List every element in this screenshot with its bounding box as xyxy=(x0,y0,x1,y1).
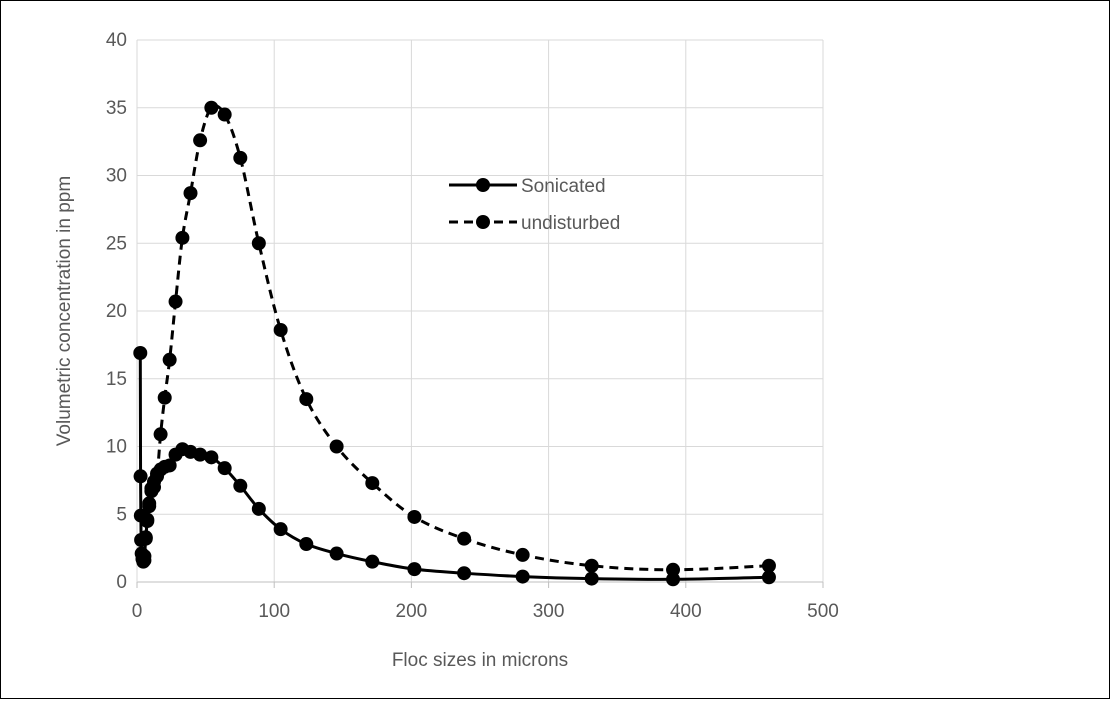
y-tick-label: 15 xyxy=(106,369,127,390)
data-point-sonicated xyxy=(299,537,314,552)
series-line-sonicated xyxy=(138,352,769,581)
data-point-sonicated xyxy=(251,501,266,516)
data-point-undisturbed xyxy=(233,150,248,165)
data-point-undisturbed xyxy=(138,530,153,545)
y-tick-label: 25 xyxy=(106,233,127,254)
data-point-sonicated xyxy=(193,447,208,462)
data-point-undisturbed xyxy=(584,558,599,573)
data-point-sonicated xyxy=(515,569,530,584)
data-point-undisturbed xyxy=(183,186,198,201)
data-point-sonicated xyxy=(273,522,288,537)
y-tick-label: 35 xyxy=(106,98,127,119)
data-point-undisturbed xyxy=(137,553,152,568)
x-tick-label: 200 xyxy=(396,601,428,622)
data-point-undisturbed xyxy=(157,390,172,405)
data-point-sonicated xyxy=(204,450,219,465)
data-point-sonicated xyxy=(457,566,472,581)
data-point-sonicated xyxy=(584,571,599,586)
data-point-undisturbed xyxy=(204,100,219,115)
legend-marker-undisturbed xyxy=(476,215,490,229)
data-point-undisturbed xyxy=(150,469,165,484)
data-point-sonicated xyxy=(162,458,177,473)
data-point-undisturbed xyxy=(142,496,157,511)
y-axis-title: Volumetric concentration in ppm xyxy=(54,176,75,446)
legend: Sonicated undisturbed xyxy=(449,176,620,234)
data-point-undisturbed xyxy=(515,547,530,562)
y-tick-label: 5 xyxy=(116,504,127,525)
data-point-sonicated xyxy=(407,562,422,577)
data-point-undisturbed xyxy=(147,480,162,495)
data-point-sonicated xyxy=(217,461,232,476)
data-point-undisturbed xyxy=(168,294,183,309)
data-point-undisturbed xyxy=(175,230,190,245)
data-point-undisturbed xyxy=(457,531,472,546)
data-point-undisturbed xyxy=(329,439,344,454)
data-point-undisturbed xyxy=(162,352,177,367)
data-point-sonicated xyxy=(761,570,776,585)
data-point-undisturbed xyxy=(217,107,232,122)
data-point-undisturbed xyxy=(365,476,380,491)
legend-label-sonicated: Sonicated xyxy=(521,176,606,197)
x-tick-label: 500 xyxy=(807,601,839,622)
y-tick-label: 30 xyxy=(106,166,127,187)
data-point-undisturbed xyxy=(140,512,155,527)
x-tick-label: 400 xyxy=(670,601,702,622)
data-point-sonicated xyxy=(133,346,148,361)
data-point-undisturbed xyxy=(153,427,168,442)
plot-series xyxy=(133,100,776,587)
x-tick-label: 0 xyxy=(132,601,143,622)
gridlines xyxy=(137,39,824,582)
data-point-undisturbed xyxy=(299,392,314,407)
data-point-undisturbed xyxy=(251,236,266,251)
data-point-undisturbed xyxy=(407,509,422,524)
data-point-undisturbed xyxy=(666,562,681,577)
y-tick-label: 40 xyxy=(106,30,127,51)
data-point-undisturbed xyxy=(193,133,208,148)
x-axis-title: Floc sizes in microns xyxy=(392,650,568,671)
data-point-sonicated xyxy=(233,478,248,493)
legend-marker-sonicated xyxy=(476,178,490,192)
x-tick-label: 300 xyxy=(533,601,565,622)
data-point-undisturbed xyxy=(761,558,776,573)
x-tick-label: 100 xyxy=(258,601,290,622)
legend-label-undisturbed: undisturbed xyxy=(521,213,620,234)
data-point-sonicated xyxy=(365,554,380,569)
y-tick-label: 20 xyxy=(106,301,127,322)
y-tick-label: 0 xyxy=(116,572,127,593)
data-point-undisturbed xyxy=(273,322,288,337)
data-point-sonicated xyxy=(329,546,344,561)
data-point-sonicated xyxy=(133,469,148,484)
y-tick-label: 10 xyxy=(106,437,127,458)
